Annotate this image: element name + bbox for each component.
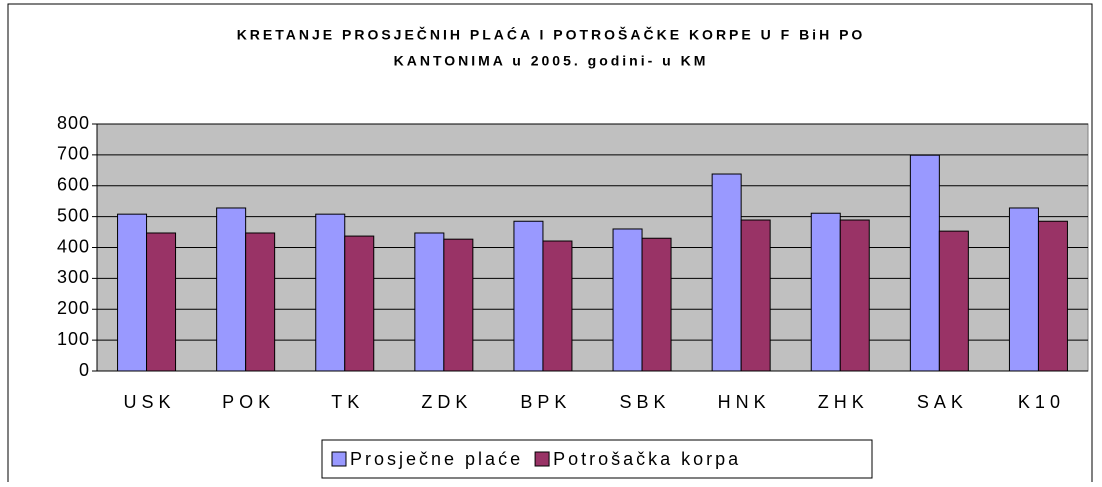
x-tick-label: POK: [222, 392, 275, 412]
bar: [839, 219, 870, 372]
bar: [414, 232, 445, 372]
y-tick-label: 300: [57, 267, 90, 287]
bar: [612, 228, 643, 372]
x-tick-label: BPK: [520, 392, 571, 412]
legend-label: Prosječne plaće: [350, 449, 523, 469]
bar: [740, 219, 771, 372]
y-tick-label: 200: [57, 298, 90, 318]
bar: [1037, 220, 1068, 372]
bar: [711, 173, 742, 372]
bar: [245, 232, 276, 372]
bar: [1008, 207, 1039, 372]
y-tick-label: 100: [57, 329, 90, 349]
legend-swatch: [331, 451, 347, 467]
legend: [321, 439, 873, 479]
bar: [542, 240, 573, 372]
bar: [315, 213, 346, 372]
x-tick-label: ZDK: [421, 392, 472, 412]
bar: [117, 213, 148, 372]
bar: [216, 207, 247, 372]
x-tick-label: USK: [124, 392, 176, 412]
chart-border: [7, 3, 1093, 482]
bar: [146, 232, 177, 372]
x-tick-label: K10: [1018, 392, 1065, 412]
bar: [938, 230, 969, 372]
y-tick-label: 800: [57, 113, 90, 133]
y-tick-label: 700: [57, 144, 90, 164]
chart-title: KANTONIMA u 2005. godini- u KM: [394, 53, 709, 69]
x-tick-label: SAK: [917, 392, 968, 412]
y-tick-label: 600: [57, 175, 90, 195]
bar: [909, 154, 940, 372]
x-tick-label: TK: [331, 392, 364, 412]
legend-label: Potrošačka korpa: [553, 449, 741, 469]
bar: [641, 237, 672, 372]
x-tick-label: HNK: [718, 392, 771, 412]
y-tick-label: 500: [57, 205, 90, 225]
y-tick-label: 400: [57, 236, 90, 256]
x-tick-label: SBK: [620, 392, 671, 412]
chart-title: KRETANJE PROSJEČNIH PLAĆA I POTROŠAČKE K…: [237, 26, 866, 43]
y-tick-label: 0: [79, 360, 90, 380]
x-tick-label: ZHK: [818, 392, 869, 412]
bar: [443, 238, 474, 372]
bar: [513, 220, 544, 372]
bar: [344, 235, 375, 372]
bar: [810, 212, 841, 372]
legend-swatch: [534, 451, 550, 467]
